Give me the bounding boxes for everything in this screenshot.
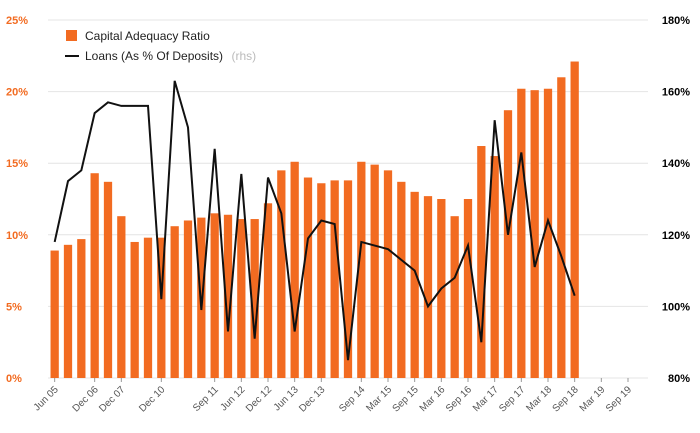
x-tick-label: Dec 12	[244, 384, 274, 414]
bar	[290, 161, 299, 378]
bar	[210, 213, 219, 378]
x-tick-label: Sep 14	[337, 384, 367, 414]
x-tick-label: Mar 15	[364, 384, 394, 414]
bar	[170, 226, 179, 378]
bar	[277, 170, 286, 378]
bar	[130, 241, 139, 378]
bar	[397, 181, 406, 378]
bar	[423, 196, 433, 378]
bar	[263, 203, 273, 378]
legend-label-loans: Loans (As % Of Deposits) (rhs)	[85, 47, 256, 64]
x-tick-label: Mar 17	[471, 384, 501, 414]
left-tick-label: 25%	[6, 15, 28, 27]
legend-swatch-capital-adequacy	[66, 30, 77, 41]
bar	[570, 61, 579, 378]
bar	[343, 180, 353, 378]
x-tick-label: Sep 18	[551, 384, 581, 414]
bar	[237, 219, 246, 378]
bar	[250, 219, 259, 378]
right-tick-label: 140%	[662, 158, 690, 170]
left-tick-label: 10%	[6, 230, 28, 242]
legend-label-loans-name: Loans (As % Of Deposits)	[85, 49, 223, 63]
left-tick-label: 20%	[6, 87, 28, 99]
x-tick-label: Dec 10	[137, 384, 167, 414]
bar	[530, 90, 539, 378]
bar	[463, 199, 473, 378]
bar	[490, 156, 499, 378]
bar	[370, 164, 379, 378]
legend-label-capital-adequacy: Capital Adequacy Ratio	[85, 29, 210, 43]
x-tick-label: Jun 13	[272, 384, 301, 413]
bar	[357, 161, 366, 378]
legend-label-loans-note: (rhs)	[232, 49, 257, 63]
left-tick-label: 5%	[6, 301, 22, 313]
x-tick-label: Sep 16	[444, 384, 474, 414]
bar	[143, 237, 153, 378]
loans-line	[53, 80, 576, 361]
x-tick-label: Sep 15	[391, 384, 421, 414]
left-axis-ticks: 0% 5% 10% 15% 20% 25%	[6, 15, 28, 385]
right-axis-ticks: 80% 100% 120% 140% 160% 180%	[662, 15, 690, 385]
right-tick-label: 160%	[662, 87, 690, 99]
bar	[330, 180, 339, 378]
bar	[543, 88, 553, 379]
bar	[157, 237, 166, 378]
bar	[557, 77, 566, 378]
right-tick-label: 80%	[668, 373, 690, 385]
bar	[117, 216, 126, 378]
bar	[517, 88, 526, 379]
legend: Capital Adequacy Ratio Loans (As % Of De…	[65, 29, 256, 64]
x-tick-label: Mar 19	[578, 384, 608, 414]
bar	[103, 181, 113, 378]
bar	[383, 170, 393, 378]
bar	[477, 146, 486, 378]
x-tick-label: Mar 18	[524, 384, 554, 414]
right-tick-label: 100%	[662, 301, 690, 313]
x-tick-label: Sep 19	[604, 384, 634, 414]
line-series-loans	[53, 80, 576, 361]
right-tick-label: 180%	[662, 15, 690, 27]
bar	[50, 250, 59, 378]
x-tick-label: Jun 05	[32, 384, 61, 413]
right-tick-label: 120%	[662, 230, 690, 242]
bar	[77, 239, 86, 378]
left-tick-label: 0%	[6, 373, 22, 385]
bar-series-capital-adequacy	[50, 61, 579, 379]
bar	[450, 216, 459, 378]
x-tick-label: Dec 13	[297, 384, 327, 414]
left-tick-label: 15%	[6, 158, 28, 170]
bar	[90, 173, 99, 378]
bar	[223, 214, 233, 378]
bar	[410, 191, 419, 378]
x-tick-label: Dec 07	[97, 384, 127, 414]
x-tick-label: Sep 11	[191, 384, 221, 414]
x-tick-label: Dec 06	[71, 384, 101, 414]
bar	[303, 177, 313, 378]
x-tick-label: Jun 12	[218, 384, 247, 413]
bar	[63, 244, 73, 378]
bar	[503, 110, 513, 378]
bar	[317, 183, 326, 378]
x-tick-label: Sep 17	[497, 384, 527, 414]
bar	[183, 220, 193, 378]
x-tick-label: Mar 16	[418, 384, 448, 414]
